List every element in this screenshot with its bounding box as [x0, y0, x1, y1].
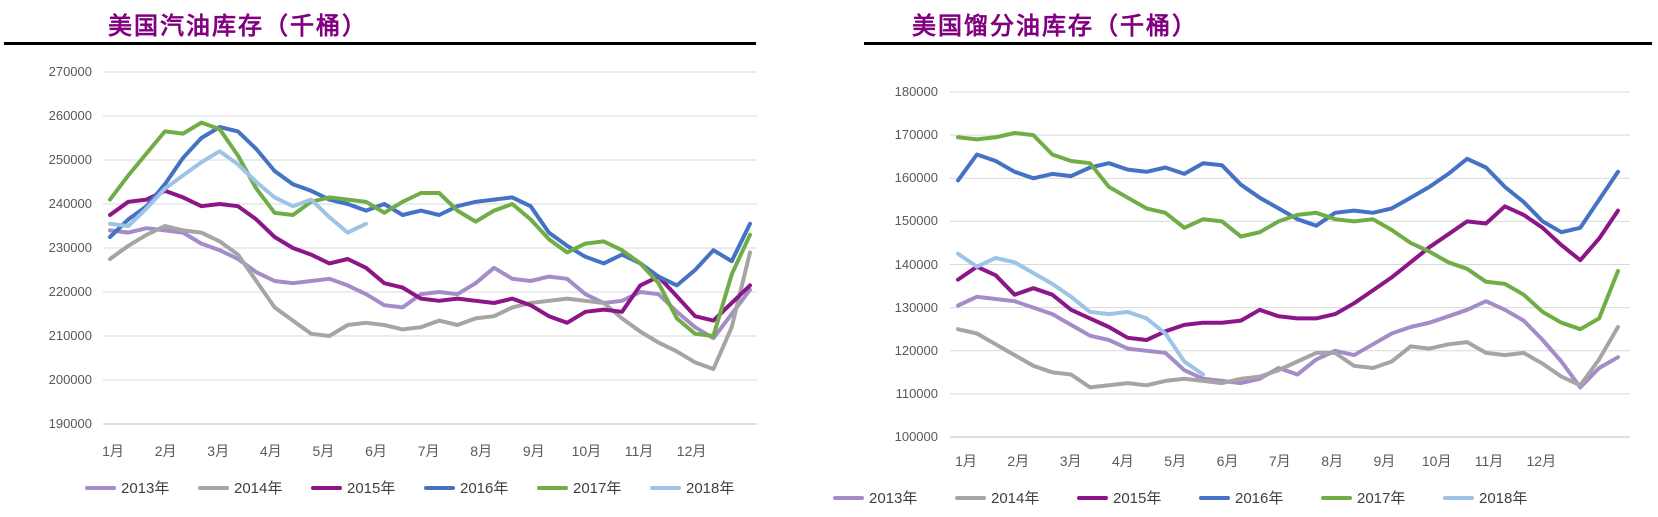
- y-axis-tick-label: 120000: [894, 342, 938, 358]
- legend-color-dash: [537, 485, 568, 490]
- legend-color-dash: [1199, 495, 1230, 500]
- series-line-2018年: [108, 149, 368, 235]
- legend-color-dash: [311, 485, 342, 490]
- legend-item-2015年: 2015年: [1077, 487, 1161, 508]
- x-axis-month-label: 2月: [1007, 453, 1030, 469]
- legend-label: 2015年: [347, 480, 396, 497]
- legend-item-2013年: 2013年: [85, 477, 169, 498]
- legend-color-dash: [1077, 495, 1108, 500]
- y-axis-tick-label: 270000: [48, 64, 92, 79]
- legend-item-2013年: 2013年: [833, 487, 917, 508]
- legend-color-dash: [85, 485, 116, 490]
- series-line-2018年: [956, 251, 1206, 377]
- x-axis-month-label: 7月: [1268, 453, 1291, 469]
- distillate-chart-title: 美国馏分油库存（千桶）: [912, 11, 1198, 40]
- legend-color-dash: [1443, 495, 1474, 500]
- legend-color-dash: [424, 485, 455, 490]
- series-line-2017年: [956, 131, 1620, 332]
- legend-label: 2014年: [991, 490, 1040, 507]
- series-line-2015年: [108, 188, 752, 325]
- series-line-2013年: [956, 294, 1620, 390]
- legend-label: 2018年: [1479, 490, 1528, 507]
- legend-label: 2017年: [1357, 490, 1406, 507]
- y-axis-tick-label: 150000: [894, 213, 938, 229]
- x-axis-month-label: 5月: [312, 443, 335, 459]
- distillate-title-underline: [864, 42, 1652, 45]
- legend-color-dash: [955, 495, 986, 500]
- legend-label: 2014年: [234, 480, 283, 497]
- legend-item-2016年: 2016年: [424, 477, 508, 498]
- y-axis-tick-label: 140000: [894, 256, 938, 272]
- series-line-2013年: [108, 226, 752, 341]
- legend-item-2014年: 2014年: [198, 477, 282, 498]
- y-axis-tick-label: 130000: [894, 299, 938, 315]
- legend-color-dash: [1321, 495, 1352, 500]
- x-axis-month-label: 11月: [1474, 453, 1504, 469]
- legend-item-2014年: 2014年: [955, 487, 1039, 508]
- legend-label: 2013年: [869, 490, 918, 507]
- legend-item-2018年: 2018年: [1443, 487, 1527, 508]
- y-axis-tick-label: 100000: [894, 429, 938, 444]
- y-axis-tick-label: 210000: [48, 328, 92, 343]
- x-axis-month-label: 1月: [955, 453, 977, 469]
- gasoline-title-underline: [4, 42, 756, 45]
- x-axis-month-label: 10月: [571, 443, 602, 459]
- legend-item-2017年: 2017年: [537, 477, 621, 498]
- legend-item-2016年: 2016年: [1199, 487, 1283, 508]
- x-axis-month-label: 3月: [1059, 453, 1082, 469]
- x-axis-month-label: 4月: [259, 443, 282, 459]
- series-line-2014年: [108, 224, 752, 371]
- series-line-2014年: [956, 325, 1620, 390]
- x-axis-month-label: 6月: [365, 443, 387, 459]
- x-axis-month-label: 12月: [1526, 453, 1557, 469]
- legend-item-2017年: 2017年: [1321, 487, 1405, 508]
- legend-label: 2018年: [686, 480, 735, 497]
- legend-color-dash: [833, 495, 864, 500]
- y-axis-tick-label: 180000: [894, 84, 938, 99]
- x-axis-month-label: 8月: [470, 443, 493, 459]
- y-axis-tick-label: 250000: [48, 152, 92, 167]
- gasoline-chart-title: 美国汽油库存（千桶）: [108, 11, 368, 40]
- y-axis-tick-label: 200000: [48, 372, 92, 387]
- legend-color-dash: [198, 485, 229, 490]
- series-line-2016年: [956, 152, 1620, 235]
- legend-label: 2013年: [121, 480, 170, 497]
- legend-label: 2016年: [1235, 490, 1284, 507]
- x-axis-month-label: 3月: [207, 443, 230, 459]
- x-axis-month-label: 7月: [417, 443, 440, 459]
- x-axis-month-label: 5月: [1164, 453, 1187, 469]
- x-axis-month-label: 4月: [1111, 453, 1134, 469]
- y-axis-tick-label: 220000: [48, 284, 92, 299]
- x-axis-month-label: 6月: [1216, 453, 1239, 469]
- y-axis-tick-label: 260000: [48, 108, 92, 123]
- x-axis-month-label: 11月: [624, 443, 654, 459]
- x-axis-month-label: 12月: [676, 443, 707, 459]
- y-axis-tick-label: 190000: [48, 416, 92, 431]
- y-axis-tick-label: 160000: [894, 170, 938, 186]
- x-axis-month-label: 1月: [102, 443, 124, 459]
- x-axis-month-label: 9月: [1373, 453, 1396, 469]
- y-axis-tick-label: 170000: [894, 127, 938, 143]
- x-axis-month-label: 10月: [1421, 453, 1452, 469]
- y-axis-tick-label: 110000: [895, 385, 938, 401]
- x-axis-month-label: 8月: [1321, 453, 1343, 469]
- legend-item-2018年: 2018年: [650, 477, 734, 498]
- legend-color-dash: [650, 485, 681, 490]
- legend-item-2015年: 2015年: [311, 477, 395, 498]
- y-axis-tick-label: 240000: [48, 196, 92, 211]
- x-axis-month-label: 2月: [154, 443, 177, 459]
- x-axis-month-label: 9月: [522, 443, 545, 459]
- series-line-2017年: [108, 120, 752, 338]
- legend-label: 2017年: [573, 480, 622, 497]
- legend-label: 2016年: [460, 480, 509, 497]
- legend-label: 2015年: [1113, 490, 1162, 507]
- y-axis-tick-label: 230000: [48, 240, 92, 255]
- series-line-2015年: [956, 204, 1620, 342]
